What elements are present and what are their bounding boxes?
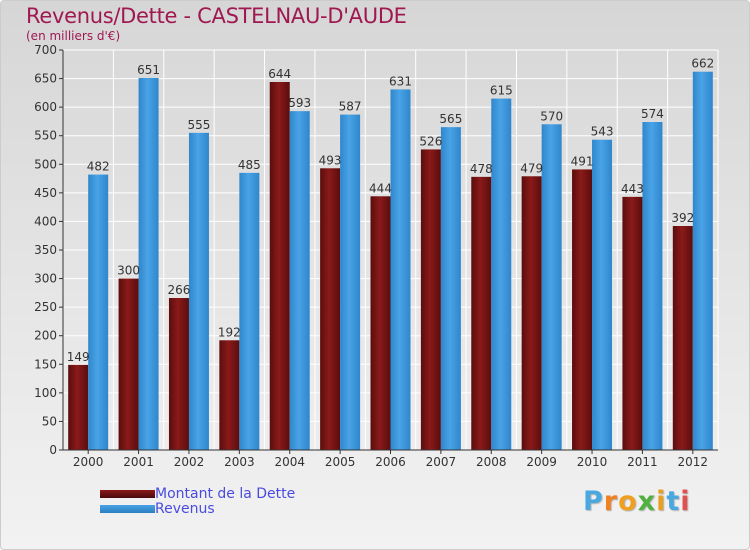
bar-revenus xyxy=(440,127,461,451)
data-label: 565 xyxy=(439,112,462,126)
data-labels: 149 482 300 651 266 555 192 485 644 593 493 587 444 6… xyxy=(67,57,715,364)
bar-revenus xyxy=(289,111,310,451)
data-label: 479 xyxy=(520,161,543,175)
data-label: 662 xyxy=(691,57,714,71)
y-tick-label: 200 xyxy=(34,329,57,343)
y-tick-label: 350 xyxy=(34,243,57,257)
bar-dette xyxy=(622,196,643,450)
legend-label-dette: Montant de la Dette xyxy=(155,486,296,502)
logo-letter: o xyxy=(618,486,638,517)
data-label: 543 xyxy=(591,125,614,139)
y-tick-label: 650 xyxy=(34,72,57,86)
data-label: 300 xyxy=(117,264,140,278)
y-tick-label: 150 xyxy=(34,357,57,371)
x-tick-label: 2010 xyxy=(577,455,608,469)
bar-revenus xyxy=(340,114,361,451)
bar-dette xyxy=(521,176,542,451)
bar-dette xyxy=(370,196,391,450)
data-label: 478 xyxy=(470,162,493,176)
data-label: 485 xyxy=(238,158,261,172)
logo-letter: i xyxy=(680,486,691,517)
bar-dette xyxy=(168,298,189,450)
data-label: 587 xyxy=(339,100,362,114)
legend-label-revenus: Revenus xyxy=(155,501,215,517)
data-label: 493 xyxy=(319,153,342,167)
data-label: 392 xyxy=(671,211,694,225)
logo-letter: t xyxy=(666,486,681,517)
data-label: 443 xyxy=(621,182,644,196)
x-tick-label: 2012 xyxy=(678,455,709,469)
x-tick-label: 2004 xyxy=(274,455,305,469)
data-label: 555 xyxy=(188,118,211,132)
y-tick-label: 450 xyxy=(34,186,57,200)
logo-letter: x xyxy=(637,486,657,517)
data-label: 266 xyxy=(168,283,191,297)
x-tick-label: 2003 xyxy=(224,455,255,469)
data-label: 570 xyxy=(540,109,563,123)
data-label: 192 xyxy=(218,325,241,339)
y-tick-label: 250 xyxy=(34,300,57,314)
proxiti-logo: Proxiti xyxy=(583,486,691,517)
bar-revenus xyxy=(88,174,109,451)
bar-dette xyxy=(320,168,341,451)
x-tick-label: 2005 xyxy=(325,455,356,469)
y-tick-label: 700 xyxy=(34,43,57,57)
y-tick-label: 300 xyxy=(34,272,57,286)
y-tick-label: 0 xyxy=(49,443,57,457)
data-label: 651 xyxy=(137,63,160,77)
chart-title: Revenus/Dette - CASTELNAU-D'AUDE xyxy=(26,4,407,28)
bar-dette xyxy=(572,169,593,450)
data-label: 644 xyxy=(268,67,291,81)
bar-dette xyxy=(118,278,139,450)
bar-dette xyxy=(471,176,492,450)
logo-letter: P xyxy=(583,486,604,517)
bar-revenus xyxy=(138,78,159,450)
data-label: 149 xyxy=(67,350,90,364)
bar-dette xyxy=(269,82,290,450)
legend-swatch-revenus xyxy=(100,505,155,513)
y-tick-label: 400 xyxy=(34,214,57,228)
data-label: 526 xyxy=(419,134,442,148)
x-tick-label: 2011 xyxy=(627,455,658,469)
data-label: 444 xyxy=(369,181,392,195)
bar-dette xyxy=(420,149,441,450)
chart-subtitle: (en milliers d'€) xyxy=(26,29,121,43)
bar-dette xyxy=(672,226,693,450)
x-tick-label: 2002 xyxy=(174,455,205,469)
x-tick-label: 2008 xyxy=(476,455,507,469)
data-label: 593 xyxy=(288,96,311,110)
y-tick-label: 100 xyxy=(34,386,57,400)
axes: 0 50 100 150 200 250 300 350 400 450 500 550 600 650 7… xyxy=(34,43,718,469)
bar-revenus xyxy=(642,122,663,450)
bar-revenus xyxy=(491,98,512,451)
data-label: 574 xyxy=(641,107,664,121)
bar-dette xyxy=(68,364,89,450)
logo-letter: i xyxy=(656,486,667,517)
y-tick-label: 500 xyxy=(34,157,57,171)
bar-revenus xyxy=(541,124,562,451)
bar-revenus xyxy=(692,71,713,450)
data-label: 631 xyxy=(389,74,412,88)
y-tick-label: 600 xyxy=(34,100,57,114)
x-tick-label: 2006 xyxy=(375,455,406,469)
bar-revenus xyxy=(592,139,613,450)
bar-revenus xyxy=(390,89,411,450)
data-label: 615 xyxy=(490,84,513,98)
bar-dette xyxy=(219,340,240,450)
x-tick-label: 2007 xyxy=(426,455,457,469)
x-tick-label: 2000 xyxy=(73,455,104,469)
data-label: 482 xyxy=(87,160,110,174)
x-tick-label: 2009 xyxy=(526,455,557,469)
x-tick-label: 2001 xyxy=(123,455,154,469)
data-label: 491 xyxy=(571,154,594,168)
legend-swatch-dette xyxy=(100,490,155,498)
bar-revenus xyxy=(188,132,209,450)
y-tick-label: 50 xyxy=(42,414,57,428)
bars xyxy=(68,71,713,451)
y-tick-label: 550 xyxy=(34,129,57,143)
logo-letter: r xyxy=(603,486,619,517)
bar-revenus xyxy=(239,172,260,450)
